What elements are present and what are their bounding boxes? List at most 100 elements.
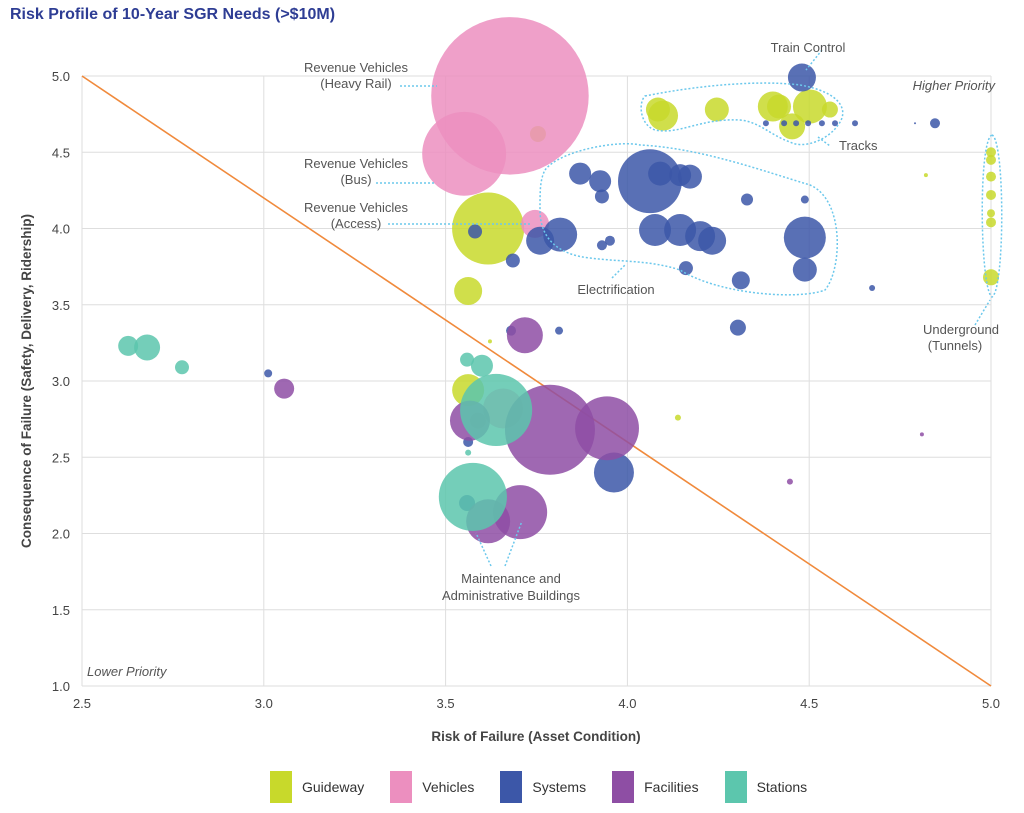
- bubble-guideway[interactable]: [986, 189, 996, 200]
- y-axis-label: Consequence of Failure (Safety, Delivery…: [19, 214, 34, 548]
- bubble-systems[interactable]: [792, 257, 817, 282]
- bubble-systems[interactable]: [555, 326, 564, 335]
- bubble-systems[interactable]: [677, 164, 702, 189]
- bubble-systems[interactable]: [594, 189, 609, 204]
- legend-swatch: [724, 771, 747, 803]
- chart-title: Risk Profile of 10-Year SGR Needs (>$10M…: [10, 6, 336, 23]
- bubble-facilities[interactable]: [506, 317, 543, 354]
- legend-swatch: [500, 771, 523, 803]
- bubble-systems[interactable]: [787, 63, 816, 92]
- bubble-systems[interactable]: [505, 253, 520, 268]
- svg-text:Revenue Vehicles(Bus): Revenue Vehicles (Bus): [304, 156, 409, 187]
- bubble-stations[interactable]: [118, 335, 139, 356]
- bubble-systems[interactable]: [604, 235, 615, 246]
- bubble-systems[interactable]: [468, 224, 483, 239]
- bubble-systems[interactable]: [729, 319, 746, 336]
- bubble-systems[interactable]: [930, 118, 941, 129]
- legend-swatch: [270, 771, 292, 803]
- bubble-stations[interactable]: [460, 352, 475, 367]
- bubble-guideway[interactable]: [452, 192, 525, 265]
- bubble-systems[interactable]: [648, 161, 673, 186]
- bubble-systems[interactable]: [741, 193, 754, 206]
- legend-item-facilities[interactable]: Facilities: [612, 771, 699, 803]
- bubble-guideway[interactable]: [983, 269, 999, 286]
- bubble-guideway[interactable]: [704, 97, 729, 122]
- annotation-train-control: Train Control: [771, 40, 846, 55]
- bubble-systems[interactable]: [781, 120, 788, 127]
- bubble-systems[interactable]: [596, 240, 607, 251]
- bubble-systems[interactable]: [852, 120, 859, 127]
- legend-swatch: [612, 771, 635, 803]
- bubble-guideway[interactable]: [987, 209, 995, 218]
- bubble-systems[interactable]: [569, 162, 592, 185]
- bubble-guideway[interactable]: [792, 89, 827, 124]
- bubble-guideway[interactable]: [986, 217, 996, 228]
- bubble-guideway[interactable]: [821, 101, 838, 118]
- legend-item-systems[interactable]: Systems: [500, 771, 586, 803]
- bubble-facilities[interactable]: [575, 396, 639, 461]
- underground-outline: [981, 134, 1003, 298]
- bubble-guideway[interactable]: [767, 94, 792, 119]
- svg-text:Revenue Vehicles(Access): Revenue Vehicles (Access): [304, 200, 409, 231]
- legend-label: Facilities: [644, 779, 699, 795]
- y-tick-label: 4.5: [52, 145, 70, 160]
- bubble-stations[interactable]: [460, 373, 533, 447]
- bubble-stations[interactable]: [134, 334, 161, 361]
- legend-label: Systems: [532, 779, 587, 795]
- bubble-systems[interactable]: [793, 120, 800, 127]
- bubble-systems[interactable]: [593, 452, 634, 493]
- bubble-guideway[interactable]: [779, 113, 806, 140]
- bubble-systems[interactable]: [698, 226, 727, 255]
- leader-underground: [974, 299, 991, 326]
- bubble-systems[interactable]: [589, 170, 612, 193]
- bubble-facilities[interactable]: [786, 478, 793, 485]
- bubble-guideway[interactable]: [986, 171, 996, 182]
- bubble-facilities[interactable]: [919, 432, 924, 437]
- x-tick-label: 3.5: [437, 696, 455, 711]
- bubble-guideway[interactable]: [923, 173, 928, 178]
- bubble-guideway[interactable]: [674, 414, 681, 421]
- priority-line: [81, 75, 992, 687]
- legend-label: Guideway: [302, 779, 365, 795]
- bubble-systems[interactable]: [762, 120, 769, 127]
- bubble-systems[interactable]: [264, 369, 273, 378]
- bubble-systems[interactable]: [783, 216, 826, 259]
- bubble-systems[interactable]: [832, 120, 839, 127]
- bubble-guideway[interactable]: [986, 147, 996, 158]
- bubble-stations[interactable]: [174, 360, 189, 375]
- bubble-guideway[interactable]: [645, 97, 670, 122]
- tick-labels: 2.5 3.0 3.5 4.0 4.5 5.0 1.0 1.5 2.0 2.5 3.0 3.5 4.0 4…: [52, 69, 1000, 711]
- bubble-guideway[interactable]: [986, 154, 996, 165]
- bubble-systems[interactable]: [731, 271, 750, 290]
- legend-item-stations[interactable]: Stations: [724, 771, 808, 803]
- bubble-systems[interactable]: [639, 214, 672, 247]
- y-tick-label: 1.5: [52, 603, 70, 618]
- legend-swatch: [390, 771, 413, 803]
- bubbles: [118, 17, 999, 544]
- bubble-systems[interactable]: [678, 261, 693, 276]
- bubble-stations[interactable]: [438, 462, 507, 531]
- legend-item-guideway[interactable]: Guideway: [270, 771, 364, 803]
- annotation-maintenance-2: Administrative Buildings: [442, 588, 581, 603]
- legend-item-vehicles[interactable]: Vehicles: [390, 771, 474, 803]
- bubble-systems[interactable]: [914, 122, 917, 125]
- x-tick-label: 4.5: [800, 696, 818, 711]
- bubble-systems[interactable]: [526, 226, 555, 255]
- bubble-vehicles[interactable]: [422, 111, 507, 196]
- bubble-systems[interactable]: [805, 120, 812, 127]
- electrification-outline: [539, 142, 838, 296]
- bubble-systems[interactable]: [800, 195, 809, 204]
- bubble-guideway[interactable]: [487, 339, 492, 344]
- x-tick-label: 4.0: [618, 696, 636, 711]
- bubble-stations[interactable]: [470, 354, 493, 377]
- x-tick-label: 2.5: [73, 696, 91, 711]
- legend-label: Stations: [756, 779, 808, 795]
- bubble-systems[interactable]: [818, 120, 825, 127]
- bubble-facilities[interactable]: [274, 378, 295, 399]
- bubble-guideway[interactable]: [454, 277, 483, 306]
- bubble-systems[interactable]: [869, 284, 876, 291]
- bubble-stations[interactable]: [465, 449, 472, 456]
- y-tick-label: 2.5: [52, 450, 70, 465]
- annotation-underground-2: (Tunnels): [928, 338, 982, 353]
